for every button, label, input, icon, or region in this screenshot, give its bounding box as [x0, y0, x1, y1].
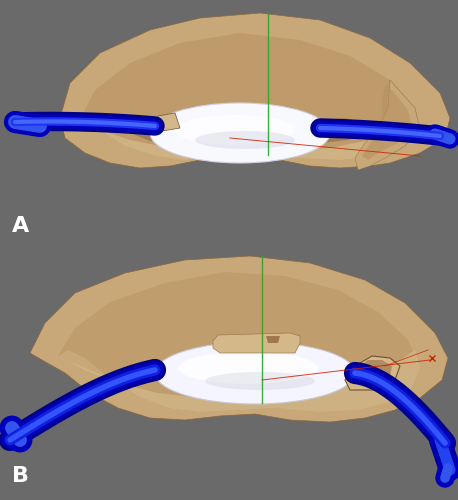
- Polygon shape: [355, 80, 420, 170]
- Polygon shape: [345, 356, 400, 390]
- Text: B: B: [12, 466, 29, 486]
- Text: A: A: [12, 216, 29, 236]
- Polygon shape: [266, 336, 280, 343]
- Polygon shape: [362, 83, 412, 160]
- Polygon shape: [58, 272, 420, 412]
- Polygon shape: [58, 350, 420, 412]
- Ellipse shape: [195, 131, 295, 149]
- Polygon shape: [352, 360, 392, 384]
- Ellipse shape: [205, 372, 315, 390]
- Polygon shape: [80, 33, 420, 160]
- Ellipse shape: [175, 115, 295, 145]
- Ellipse shape: [155, 342, 355, 404]
- Polygon shape: [130, 118, 200, 143]
- Polygon shape: [213, 333, 300, 353]
- Polygon shape: [80, 120, 420, 160]
- Ellipse shape: [150, 103, 330, 163]
- Polygon shape: [30, 256, 448, 422]
- Polygon shape: [60, 13, 450, 168]
- Polygon shape: [155, 113, 180, 131]
- Ellipse shape: [178, 352, 318, 384]
- Polygon shape: [298, 118, 368, 143]
